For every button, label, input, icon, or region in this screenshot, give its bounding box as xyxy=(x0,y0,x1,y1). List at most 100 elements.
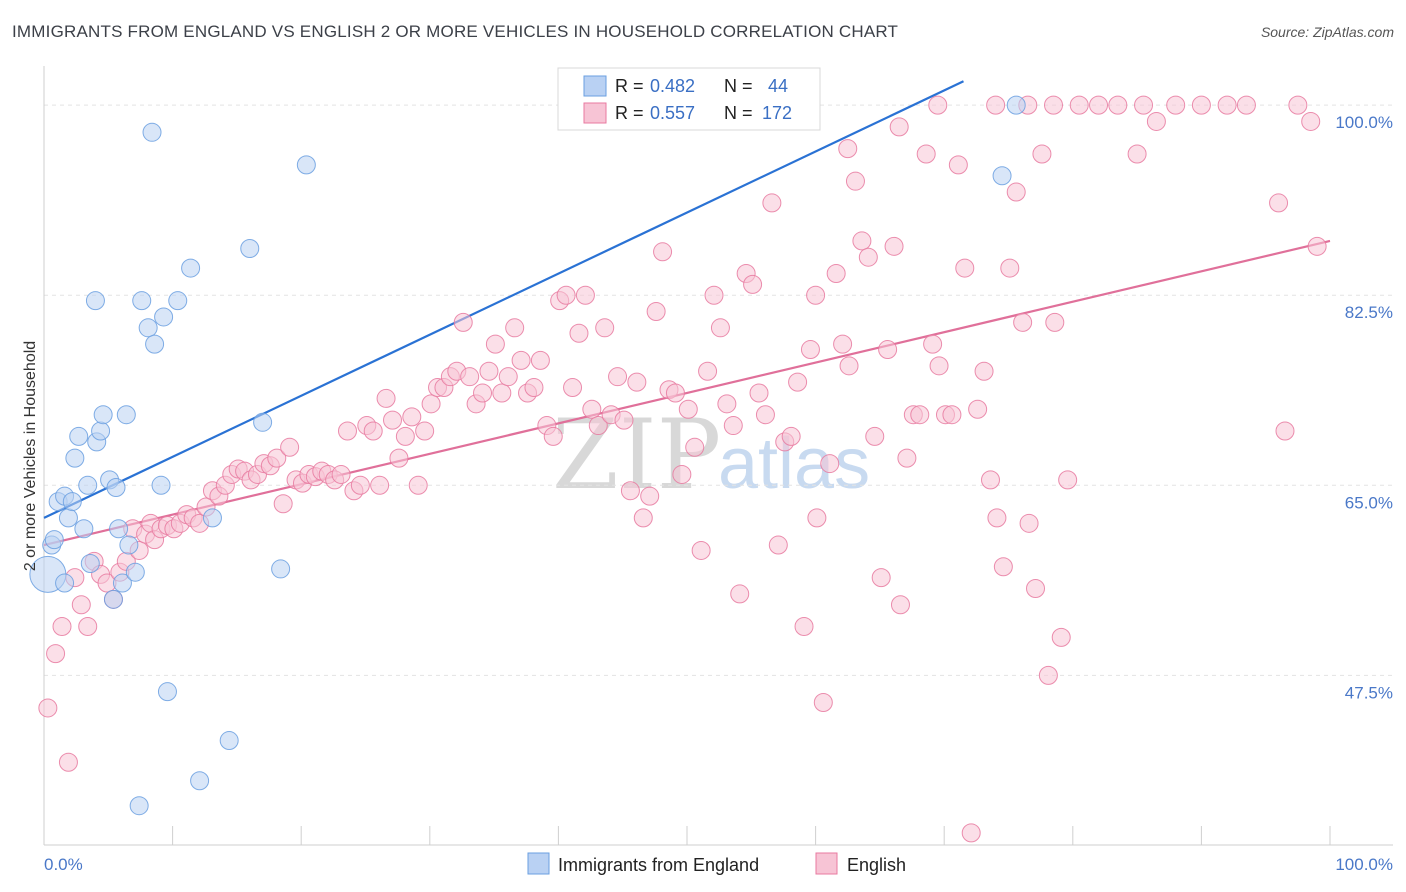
english-point xyxy=(511,350,531,370)
english-point xyxy=(46,644,66,664)
legend-blue-r-value: 0.482 xyxy=(650,76,695,96)
english-point xyxy=(704,285,724,305)
england-point xyxy=(992,166,1012,186)
england-point xyxy=(157,682,177,702)
english-point xyxy=(897,448,917,468)
legend-pink-swatch xyxy=(583,102,607,124)
legend-pink-r-value: 0.557 xyxy=(650,103,695,123)
england-point xyxy=(145,334,165,354)
england-point xyxy=(93,405,113,425)
england-point xyxy=(69,426,89,446)
england-point xyxy=(103,589,123,609)
legend-pink-n-value: 172 xyxy=(762,103,792,123)
england-point xyxy=(138,318,158,338)
england-point xyxy=(190,771,210,791)
source-label: Source: ZipAtlas.com xyxy=(1260,24,1394,40)
legend-blue-swatch xyxy=(583,75,607,97)
english-point xyxy=(987,508,1007,528)
english-point xyxy=(665,383,685,403)
england-point xyxy=(85,291,105,311)
england-point xyxy=(240,239,260,259)
england-point xyxy=(253,412,273,432)
english-point xyxy=(52,616,72,636)
english-point xyxy=(826,264,846,284)
english-point xyxy=(968,399,988,419)
england-point xyxy=(119,535,139,555)
english-point xyxy=(563,378,583,398)
legend-blue-r-label: R = xyxy=(615,76,644,96)
english-point xyxy=(640,486,660,506)
english-point xyxy=(1044,95,1064,115)
trend-lines xyxy=(43,80,1331,547)
english-point xyxy=(813,693,833,713)
english-point xyxy=(858,247,878,267)
english-point xyxy=(743,274,763,294)
y-tick-label: 100.0% xyxy=(1335,113,1393,132)
english-point xyxy=(614,410,634,430)
bottom-legend: Immigrants from England English xyxy=(527,852,906,875)
english-point xyxy=(267,448,287,468)
england-point xyxy=(74,519,94,539)
english-point xyxy=(678,399,698,419)
english-point xyxy=(363,421,383,441)
english-point xyxy=(852,231,872,251)
bottom-legend-pink-label: English xyxy=(847,855,906,875)
english-point xyxy=(928,95,948,115)
legend-pink-r-label: R = xyxy=(615,103,644,123)
english-point xyxy=(1089,95,1109,115)
english-point xyxy=(1069,95,1089,115)
english-point xyxy=(479,361,499,381)
english-point xyxy=(1134,95,1154,115)
english-point xyxy=(383,410,403,430)
england-point xyxy=(65,448,85,468)
england-point xyxy=(58,508,78,528)
english-point xyxy=(839,356,859,376)
legend-blue-n-label: N = xyxy=(724,76,753,96)
english-point xyxy=(755,405,775,425)
y-tick-labels: 47.5% 65.0% 82.5% 100.0% xyxy=(1335,113,1393,702)
english-point xyxy=(749,383,769,403)
england-point xyxy=(271,559,291,579)
english-point xyxy=(723,416,743,436)
english-point xyxy=(838,139,858,159)
english-point xyxy=(1006,182,1026,202)
english-point xyxy=(408,475,428,495)
english-point xyxy=(762,193,782,213)
english-point xyxy=(1127,144,1147,164)
english-point xyxy=(685,437,705,457)
english-point xyxy=(865,426,885,446)
english-point xyxy=(1051,627,1071,647)
english-point xyxy=(710,318,730,338)
bottom-legend-pink-swatch xyxy=(815,852,838,875)
english-point xyxy=(588,416,608,436)
english-point xyxy=(575,285,595,305)
english-point xyxy=(986,95,1006,115)
english-point xyxy=(485,334,505,354)
england-point xyxy=(142,122,162,142)
english-point xyxy=(370,475,390,495)
english-point xyxy=(910,405,930,425)
legend-pink-n-label: N = xyxy=(724,103,753,123)
english-point xyxy=(1236,95,1256,115)
english-point xyxy=(524,378,544,398)
english-point xyxy=(331,464,351,484)
english-point xyxy=(627,372,647,392)
english-point xyxy=(620,481,640,501)
english-point xyxy=(38,698,58,718)
y-tick-label: 65.0% xyxy=(1345,493,1393,512)
english-point xyxy=(794,616,814,636)
english-point xyxy=(337,421,357,441)
english-point xyxy=(1019,513,1039,533)
english-point xyxy=(691,540,711,560)
english-point xyxy=(948,155,968,175)
english-point xyxy=(1217,95,1237,115)
english-point xyxy=(569,323,589,343)
english-point xyxy=(871,568,891,588)
english-point xyxy=(672,464,692,484)
english-point xyxy=(929,356,949,376)
england-point xyxy=(151,475,171,495)
y-tick-label: 82.5% xyxy=(1345,303,1393,322)
x-tick-label-min: 0.0% xyxy=(44,855,83,874)
english-point xyxy=(1026,578,1046,598)
